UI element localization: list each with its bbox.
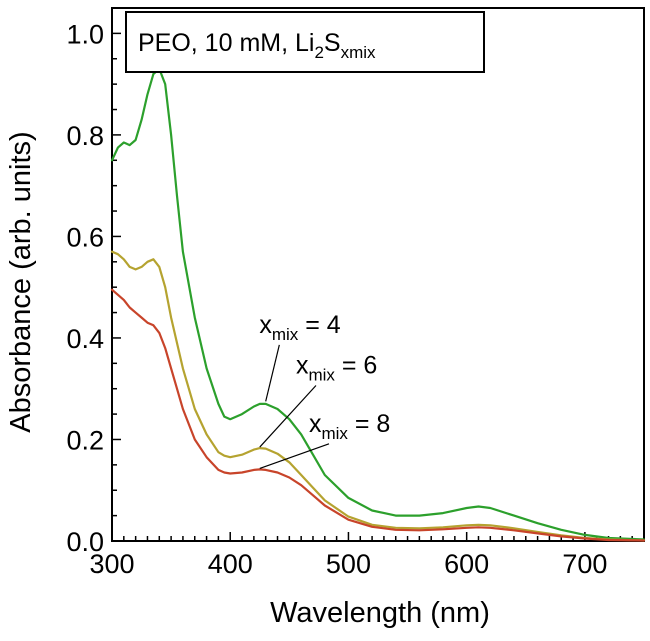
annotation-leader-1 [265,344,280,402]
y-tick-label: 1.0 [66,19,104,49]
y-axis: 0.0 0.2 0.4 0.6 0.8 1.0 [66,7,121,557]
legend-sub-1: 2 [314,43,323,62]
y-tick-label: 0.0 [66,527,104,557]
y-tick-label: 0.4 [66,324,104,354]
y-tick-label: 0.8 [66,121,104,151]
legend-text-mid: S [324,29,341,57]
x-tick-label: 700 [562,549,607,579]
x-tick-label: 300 [89,549,134,579]
svg-text:PEO, 10 mM, Li2Sxmix: PEO, 10 mM, Li2Sxmix [138,29,376,62]
x-tick-label: 400 [208,549,253,579]
y-tick-label: 0.2 [66,425,104,455]
annotation-label-1: xmix = 4 [259,311,340,344]
annotation-leader-3 [259,443,330,469]
legend-text-main: PEO, 10 mM, Li [138,29,314,57]
legend-sub-2: xmix [341,43,376,62]
y-tick-label: 0.6 [66,222,104,252]
plot-area [111,7,645,542]
x-axis: 300 400 500 600 700 [89,532,645,579]
x-tick-label: 500 [326,549,371,579]
x-axis-title: Wavelength (nm) [270,597,490,629]
y-axis-title: Absorbance (arb. units) [5,131,37,432]
annotations: xmix = 4 xmix = 6 xmix = 8 [259,311,390,469]
legend-box: PEO, 10 mM, Li2Sxmix [125,11,485,73]
annotation-leader-2 [259,385,317,448]
series-line-2 [110,250,646,542]
series-line-1 [110,67,646,541]
annotation-label-3: xmix = 8 [309,410,390,443]
series-line-3 [110,288,646,542]
annotation-label-2: xmix = 6 [296,351,377,384]
series-layer [110,67,646,542]
plot-frame [111,7,645,542]
x-tick-label: 600 [444,549,489,579]
